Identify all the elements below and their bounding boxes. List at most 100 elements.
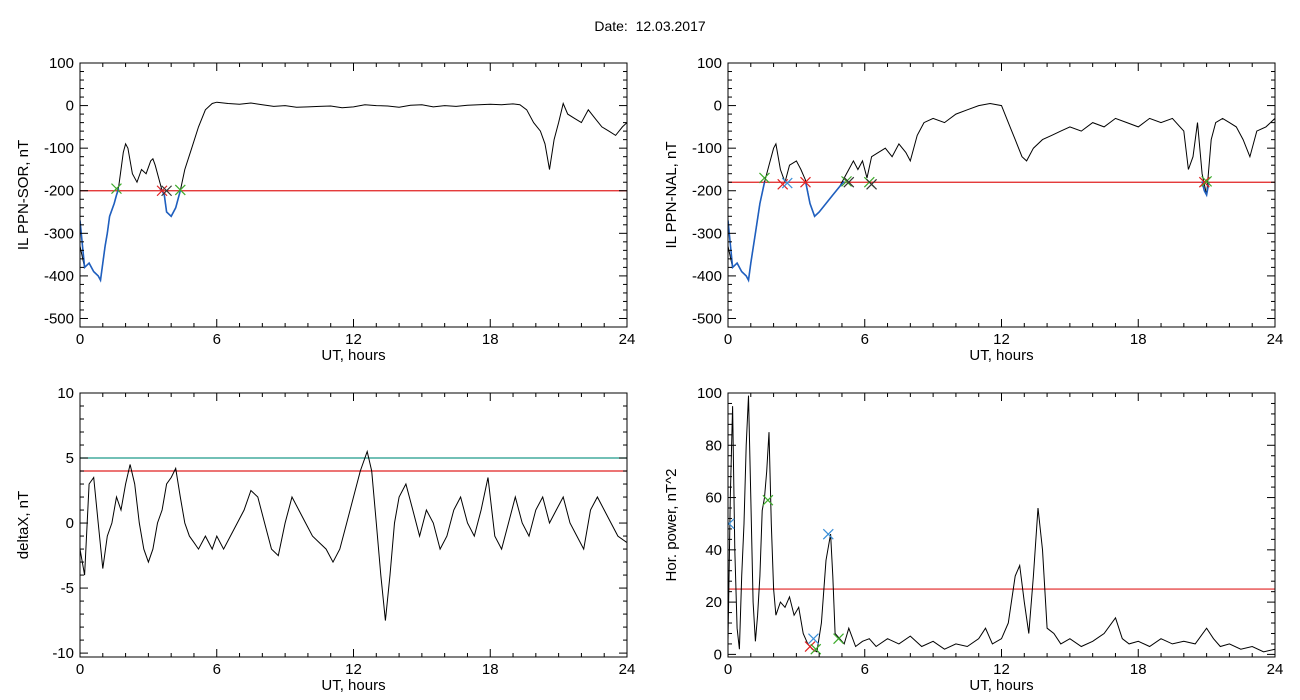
marker-stroke: [810, 643, 822, 655]
x-tick-label: 18: [482, 661, 499, 678]
marker-3: [161, 185, 173, 197]
plot-frame: [727, 392, 1276, 658]
x-tick-label: 12: [345, 661, 362, 678]
x-tick-label: 24: [1267, 661, 1284, 678]
y-axis-label: IL PPN-NAL, nT: [663, 142, 680, 249]
marker-4: [800, 176, 811, 188]
y-tick-label: 0: [66, 515, 74, 532]
chart-panel-2: 0 6 12 18 24 100 0 -100 -200 -300 -400 -500 UT, hour…: [663, 55, 1283, 364]
marker-8: [866, 178, 878, 190]
y-tick-label: -400: [692, 268, 722, 285]
chart-panel-3: 0 6 12 18 24 10 5 0 -5 -10 UT, hours deltaX, nT: [15, 385, 635, 694]
series-line-3: [804, 180, 845, 218]
marker-10: [1201, 175, 1213, 187]
marker-stroke: [822, 528, 834, 540]
marker-stroke: [781, 177, 793, 189]
chart-panel-1: 0 6 12 18 24 100 0 -100 -200 -300 -400 -500 UT, hour…: [15, 55, 635, 364]
marker-1: [728, 518, 735, 530]
marker-5: [810, 643, 822, 655]
x-tick-label: 12: [993, 331, 1010, 348]
x-tick-label: 12: [345, 331, 362, 348]
x-axis-label: UT, hours: [969, 677, 1033, 694]
y-tick-label: 40: [705, 542, 722, 559]
y-tick-label: 60: [705, 490, 722, 507]
y-tick-label: -500: [692, 310, 722, 327]
y-tick-label: -300: [44, 225, 74, 242]
x-tick-label: 24: [619, 331, 636, 348]
y-tick-label: 100: [697, 385, 722, 402]
marker-1: [111, 183, 122, 195]
y-tick-label: -200: [692, 183, 722, 200]
x-tick-label: 6: [861, 661, 869, 678]
x-tick-label: 0: [724, 661, 732, 678]
x-tick-label: 6: [861, 331, 869, 348]
y-tick-label: 80: [705, 437, 722, 454]
x-tick-label: 18: [1130, 331, 1147, 348]
series-group: [728, 395, 1275, 655]
marker-2: [762, 494, 774, 506]
y-tick-label: 20: [705, 594, 722, 611]
marker-9: [1198, 176, 1210, 188]
marker-3: [804, 641, 816, 652]
x-axis-label: UT, hours: [321, 347, 385, 364]
date-value: 12.03.2017: [635, 18, 706, 34]
marker-stroke: [833, 633, 844, 645]
y-tick-label: -400: [44, 268, 74, 285]
y-tick-label: 100: [697, 55, 722, 72]
marker-4: [808, 633, 819, 645]
x-axis-label: UT, hours: [321, 677, 385, 694]
y-tick-label: 100: [49, 55, 74, 72]
series-line-1: [80, 101, 627, 282]
series-line-4: [1201, 181, 1210, 198]
y-axis-label: IL PPN-SOR, nT: [15, 140, 32, 250]
series-line-1: [80, 449, 627, 621]
y-tick-label: 5: [66, 450, 74, 467]
marker-stroke: [866, 178, 878, 190]
y-axis-label: Hor. power, nT^2: [663, 469, 680, 582]
marker-5: [841, 175, 852, 187]
marker-6: [822, 528, 834, 540]
marker-stroke: [728, 518, 735, 526]
plot-frame: [727, 62, 1276, 328]
x-tick-label: 0: [76, 331, 84, 348]
marker-6: [843, 176, 855, 188]
y-tick-label: 0: [714, 646, 722, 663]
marker-stroke: [174, 184, 186, 196]
series-line-2: [80, 188, 120, 283]
date-label: Date:: [594, 18, 628, 34]
marker-stroke: [808, 633, 819, 645]
marker-7: [833, 633, 844, 645]
series-group: [80, 449, 627, 621]
marker-stroke: [156, 185, 168, 197]
y-tick-label: -100: [44, 140, 74, 157]
y-axis-label: deltaX, nT: [15, 491, 32, 559]
series-line-2: [728, 182, 766, 283]
series-line-1: [728, 102, 1275, 282]
plot-frame: [79, 392, 628, 658]
x-tick-label: 0: [724, 331, 732, 348]
x-tick-label: 12: [993, 661, 1010, 678]
y-tick-label: -500: [44, 310, 74, 327]
y-tick-label: -200: [44, 183, 74, 200]
y-tick-label: 0: [714, 98, 722, 115]
y-tick-label: 10: [57, 385, 74, 402]
y-tick-label: -100: [692, 140, 722, 157]
x-tick-label: 18: [1130, 661, 1147, 678]
x-tick-label: 6: [213, 661, 221, 678]
y-tick-label: -300: [692, 225, 722, 242]
marker-stroke: [804, 641, 816, 652]
x-tick-label: 24: [1267, 331, 1284, 348]
series-line-1: [728, 395, 1275, 653]
marker-stroke: [762, 494, 774, 506]
x-tick-label: 24: [619, 661, 636, 678]
x-tick-label: 6: [213, 331, 221, 348]
marker-stroke: [841, 175, 852, 187]
y-tick-label: -5: [61, 580, 74, 597]
series-group: [728, 102, 1275, 283]
marker-stroke: [161, 185, 173, 197]
series-group: [80, 101, 627, 283]
marker-stroke: [800, 176, 811, 188]
marker-3: [781, 177, 793, 189]
marker-stroke: [1198, 176, 1210, 188]
